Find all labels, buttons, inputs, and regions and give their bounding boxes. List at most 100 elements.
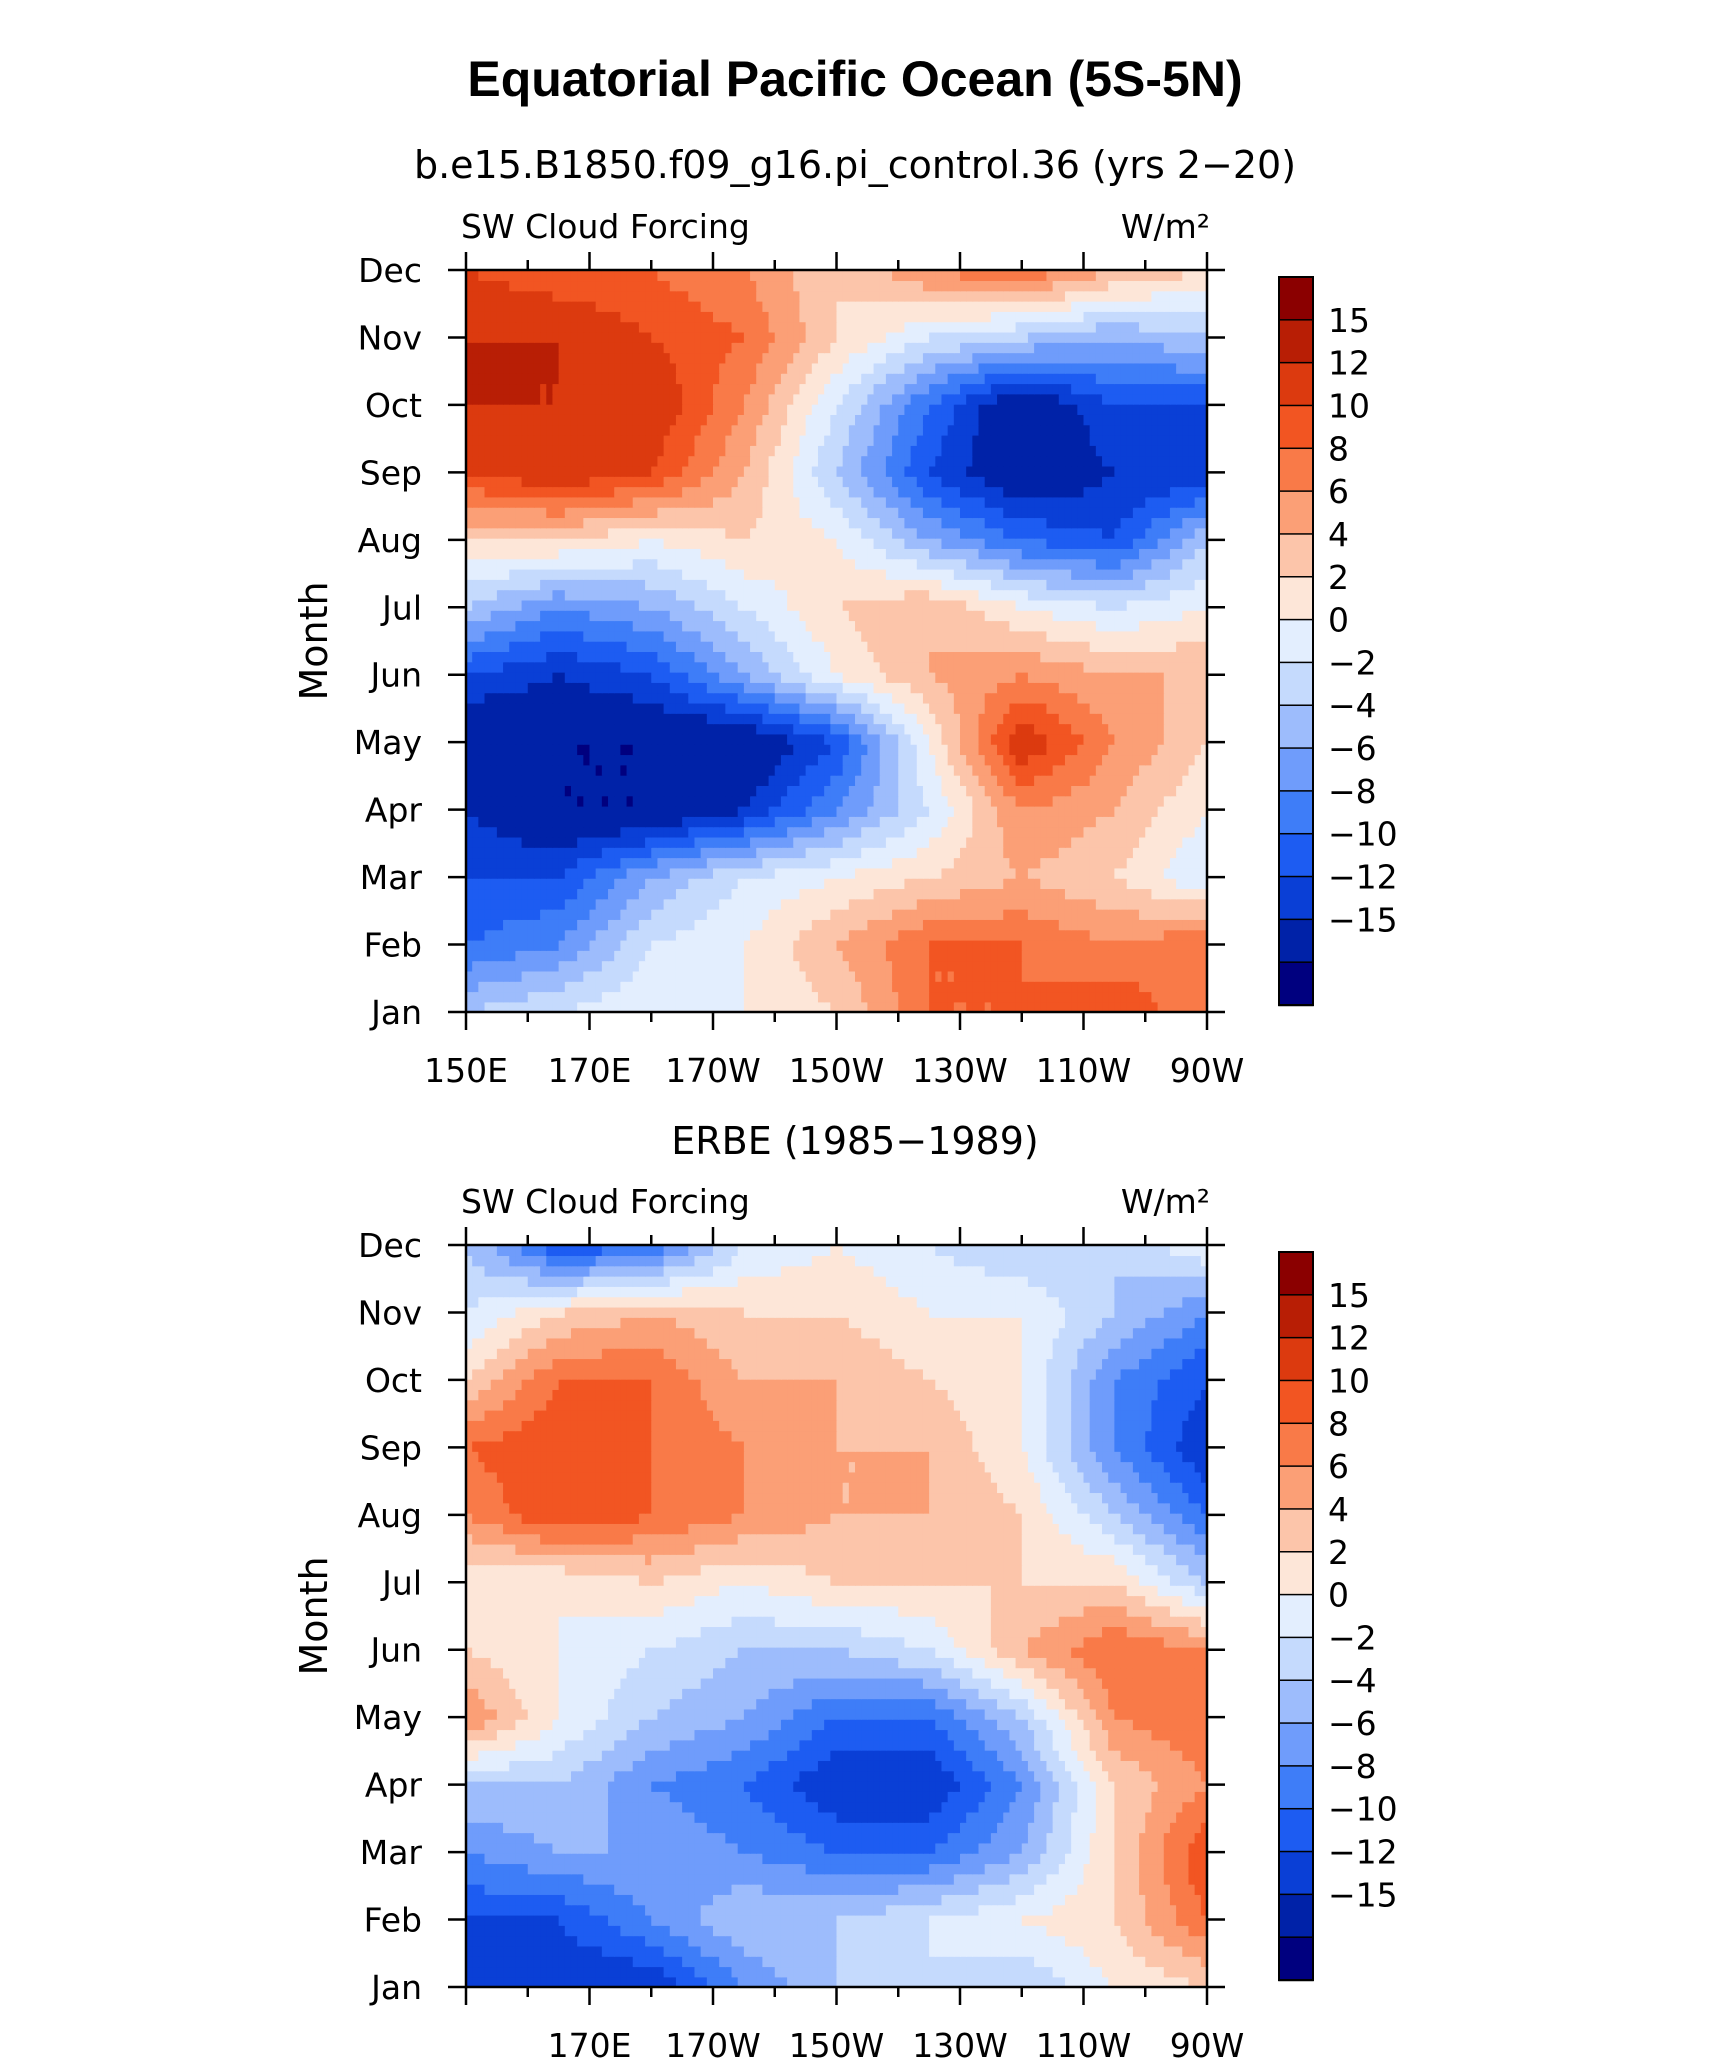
contour-cell (608, 1001, 615, 1013)
contour-cell (608, 589, 615, 601)
contour-cell (873, 950, 881, 962)
contour-cell (929, 939, 937, 951)
contour-cell (540, 702, 547, 714)
contour-cell (626, 939, 634, 951)
contour-cell (1095, 857, 1103, 869)
contour-cell (910, 826, 918, 838)
contour-cell (657, 981, 665, 993)
contour-cell (1015, 847, 1023, 859)
contour-cell (521, 589, 529, 601)
contour-cell (1120, 929, 1128, 941)
contour-cell (466, 888, 473, 900)
contour-cell (972, 641, 980, 653)
contour-cell (1009, 836, 1017, 848)
contour-cell (1027, 764, 1035, 776)
contour-cell (503, 857, 510, 869)
contour-cell (774, 908, 782, 920)
contour-cell (675, 692, 683, 704)
contour-cell (700, 939, 708, 951)
contour-cell (787, 878, 794, 890)
contour-cell (1157, 919, 1165, 931)
contour-cell (713, 661, 720, 673)
contour-cell (651, 1001, 659, 1013)
contour-cell (651, 610, 659, 622)
contour-cell (768, 630, 776, 642)
contour-cell (713, 826, 720, 838)
contour-cell (1120, 744, 1128, 756)
contour-cell (1021, 826, 1029, 838)
contour-cell (1145, 671, 1153, 683)
contour-cell (873, 919, 881, 931)
contour-cell (632, 651, 640, 663)
contour-cell (935, 785, 943, 797)
contour-cell (774, 939, 782, 951)
contour-cell (521, 970, 529, 982)
contour-cell (595, 991, 603, 1003)
contour-cell (879, 713, 887, 725)
contour-cell (830, 785, 838, 797)
contour-cell (632, 744, 640, 756)
contour-cell (521, 692, 529, 704)
contour-cell (546, 713, 554, 725)
contour-cell (756, 692, 764, 704)
contour-cell (867, 589, 875, 601)
contour-cell (1040, 878, 1048, 890)
contour-cell (737, 579, 745, 591)
contour-cell (638, 847, 646, 859)
contour-cell (509, 630, 517, 642)
contour-cell (848, 898, 856, 910)
contour-cell (657, 919, 665, 931)
contour-cell (645, 826, 652, 838)
contour-cell (657, 847, 665, 859)
contour-cell (1151, 651, 1159, 663)
contour-cell (1015, 950, 1023, 962)
contour-cell (540, 960, 547, 972)
contour-cell (966, 847, 974, 859)
contour-cell (916, 898, 924, 910)
contour-cell (595, 795, 603, 807)
contour-cell (737, 661, 745, 673)
contour-cell (1188, 744, 1196, 756)
contour-cell (1009, 898, 1017, 910)
contour-cell (904, 589, 912, 601)
contour-cell (997, 847, 1004, 859)
contour-cell (601, 651, 609, 663)
contour-cell (1176, 857, 1184, 869)
contour-cell (583, 795, 591, 807)
contour-cell (503, 878, 510, 890)
contour-cell (663, 960, 671, 972)
contour-cell (688, 785, 696, 797)
contour-cell (503, 671, 510, 683)
contour-cell (1034, 929, 1041, 941)
contour-cell (1132, 733, 1140, 745)
contour-cell (873, 754, 881, 766)
contour-cell (1151, 867, 1159, 879)
contour-cell (848, 981, 856, 993)
contour-cell (688, 774, 696, 786)
contour-cell (608, 641, 615, 653)
contour-cell (1083, 847, 1091, 859)
contour-cell (583, 805, 591, 817)
contour-cell (682, 610, 690, 622)
contour-cell (898, 754, 906, 766)
contour-cell (1132, 610, 1140, 622)
contour-cell (1151, 919, 1159, 931)
contour-cell (780, 867, 788, 879)
contour-cell (589, 805, 597, 817)
contour-cell (762, 867, 770, 879)
contour-cell (1139, 641, 1146, 653)
contour-cell (620, 764, 628, 776)
contour-cell (669, 733, 677, 745)
contour-cell (515, 620, 523, 632)
contour-cell (855, 867, 862, 879)
contour-cell (972, 651, 980, 663)
contour-cell (910, 785, 918, 797)
contour-cell (1046, 795, 1054, 807)
contour-cell (1040, 651, 1048, 663)
contour-cell (688, 816, 696, 828)
contour-cell (743, 733, 751, 745)
contour-cell (608, 692, 615, 704)
contour-cell (614, 610, 622, 622)
contour-cell (793, 774, 801, 786)
contour-cell (1015, 929, 1023, 941)
